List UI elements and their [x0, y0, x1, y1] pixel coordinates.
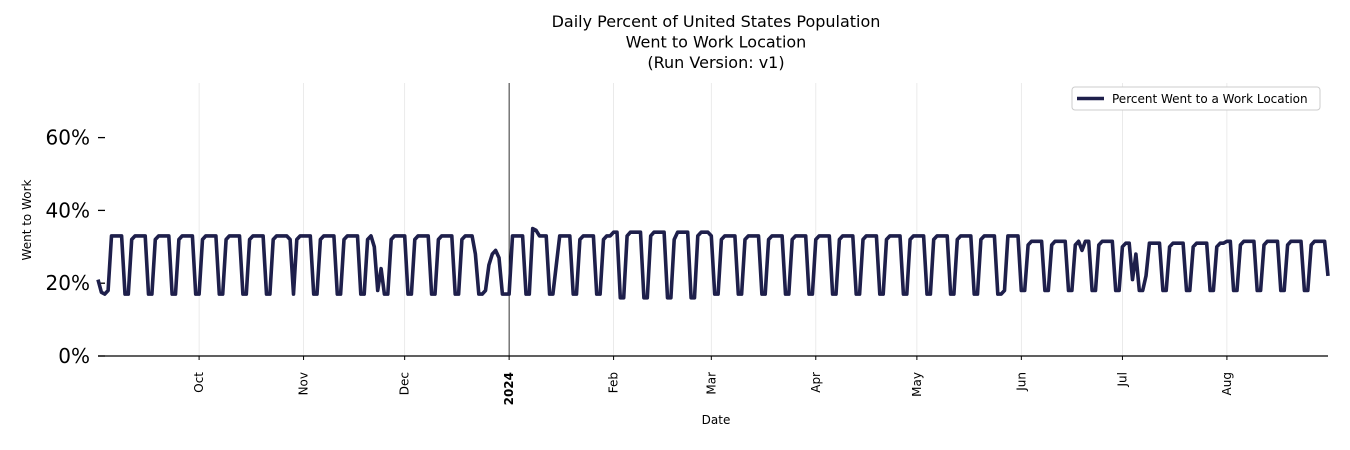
- legend-box: [1071, 86, 1321, 111]
- y-axis-label: Went to Work: [20, 179, 34, 260]
- x-tick-label-jun: Jun: [1014, 372, 1028, 392]
- x-tick-label-mar: Mar: [704, 372, 718, 395]
- x-tick-label-2024: 2024: [502, 372, 516, 405]
- y-tick-label-60: 60%: [46, 126, 90, 150]
- x-tick-label-dec: Dec: [398, 372, 412, 395]
- chart-title-line-3: (Run Version: v1): [647, 53, 784, 72]
- y-axis: 0% 20% 40% 60%: [46, 126, 105, 368]
- x-tick-label-aug: Aug: [1220, 372, 1234, 395]
- legend: Percent Went to a Work Location: [1071, 86, 1321, 111]
- y-tick-label-20: 20%: [46, 271, 90, 295]
- x-tick-label-may: May: [910, 372, 924, 397]
- vertical-grid: [198, 83, 1228, 356]
- chart-title: Daily Percent of United States Populatio…: [552, 12, 881, 72]
- x-axis: Oct Nov Dec 2024 Feb Mar Apr May Jun Jul Aug: [192, 356, 1234, 405]
- x-tick-label-jul: Jul: [1115, 372, 1129, 387]
- x-tick-label-apr: Apr: [809, 372, 823, 393]
- y-tick-label-0: 0%: [58, 344, 90, 368]
- x-tick-label-feb: Feb: [607, 372, 621, 393]
- chart-title-line-2: Went to Work Location: [626, 33, 807, 52]
- x-tick-label-oct: Oct: [192, 372, 206, 393]
- x-tick-label-nov: Nov: [297, 372, 311, 395]
- legend-label: Percent Went to a Work Location: [1112, 92, 1308, 106]
- chart-title-line-1: Daily Percent of United States Populatio…: [552, 12, 881, 31]
- x-axis-label: Date: [702, 413, 731, 427]
- y-tick-label-40: 40%: [46, 198, 90, 222]
- series-line-percent-went-to-work: [96, 226, 1330, 300]
